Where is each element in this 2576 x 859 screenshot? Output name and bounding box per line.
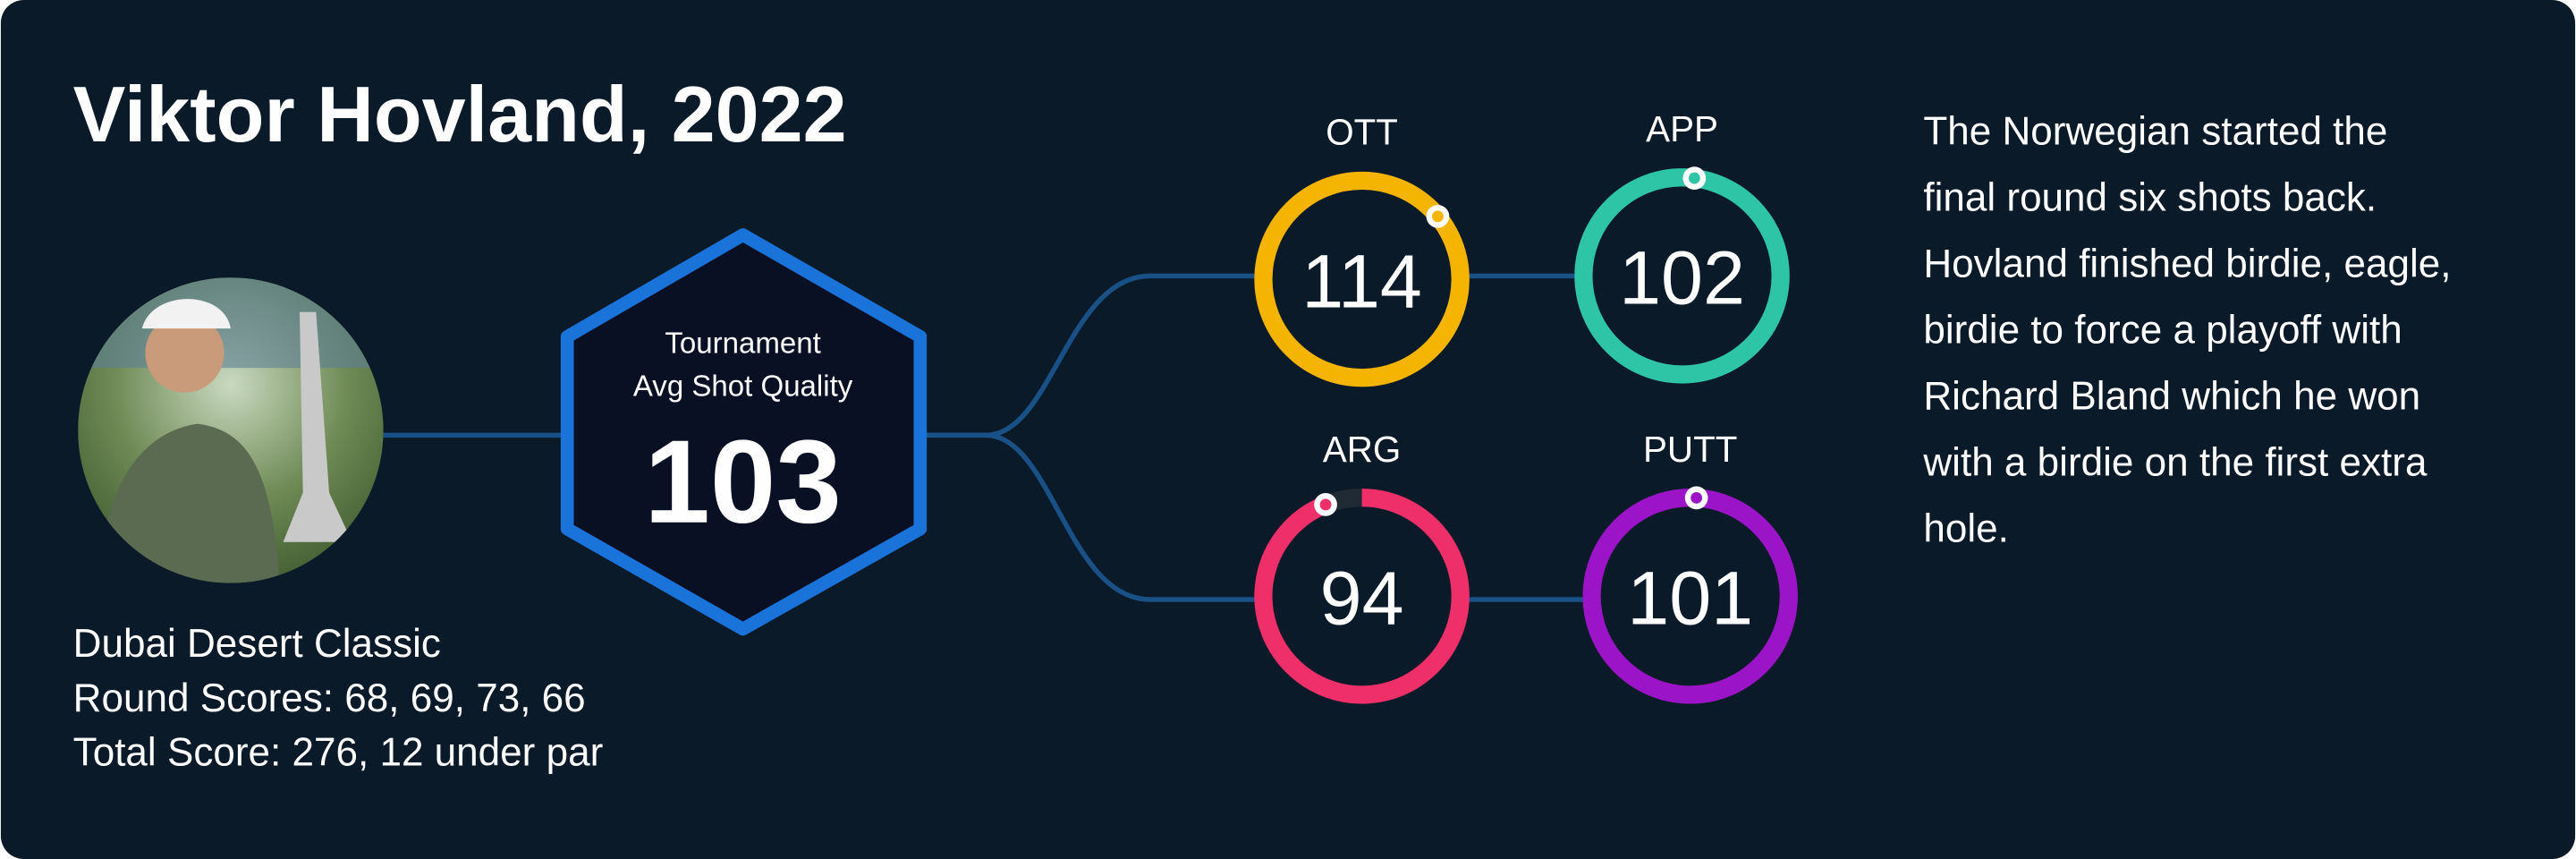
- ring: [1254, 489, 1470, 704]
- description-line: with a birdie on the first extra: [1922, 440, 2428, 484]
- ring-marker: [1319, 498, 1332, 511]
- description-line: Hovland finished birdie, eagle,: [1923, 242, 2451, 285]
- metric-value: 101: [1627, 557, 1753, 641]
- connectors: [383, 273, 1586, 602]
- ring: [1574, 168, 1790, 384]
- title: Viktor Hovland, 2022: [73, 70, 847, 158]
- metric-label: ARG: [1323, 429, 1402, 470]
- metric-value: 102: [1619, 236, 1745, 320]
- event-line: Round Scores: 68, 69, 73, 66: [73, 676, 586, 720]
- connector: [919, 273, 1258, 438]
- metric-value: 94: [1320, 557, 1404, 641]
- ring: [1254, 171, 1470, 387]
- event-line: Dubai Desert Classic: [73, 622, 441, 666]
- player-photo: [78, 277, 384, 583]
- summary-value: 103: [644, 416, 842, 549]
- description-line: final round six shots back.: [1923, 176, 2377, 220]
- description-line: hole.: [1923, 506, 2009, 550]
- metric-label: APP: [1646, 108, 1718, 149]
- summary-hexagon: [560, 228, 928, 636]
- event-line: Total Score: 276, 12 under par: [73, 730, 604, 774]
- ring-marker: [1688, 172, 1700, 184]
- text-lines: Dubai Desert Classic Round Scores: 68, 69…: [73, 110, 2452, 775]
- description-line: Richard Bland which he won: [1923, 374, 2420, 418]
- metric-rings: OTT 114 APP 102 ARG 94 PUTT 101: [1254, 108, 1798, 704]
- ring-marker: [1432, 210, 1444, 223]
- metric-label: OTT: [1326, 112, 1398, 153]
- description-line: The Norwegian started the: [1923, 110, 2387, 154]
- summary-label: Tournament: [665, 327, 820, 361]
- metric-value: 114: [1301, 239, 1422, 323]
- summary-label: Avg Shot Quality: [633, 370, 853, 403]
- connector: [919, 432, 1258, 602]
- description-line: birdie to force a playoff with: [1923, 308, 2402, 352]
- ring-marker: [1690, 491, 1703, 504]
- metric-label: PUTT: [1643, 429, 1737, 470]
